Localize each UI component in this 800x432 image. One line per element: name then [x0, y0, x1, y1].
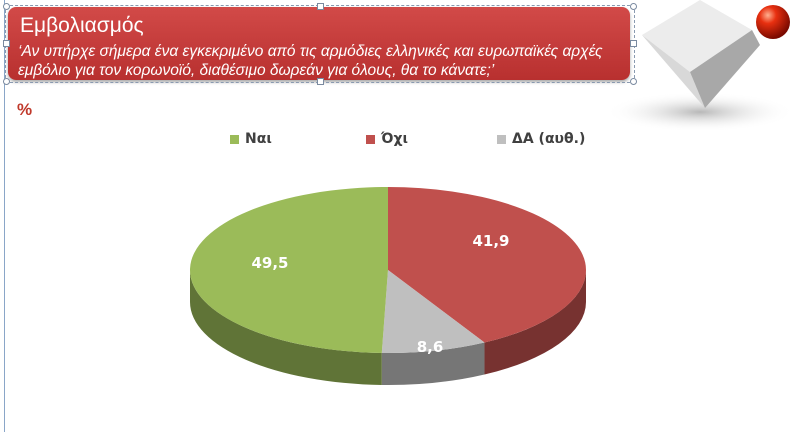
data-label: 8,6 — [417, 338, 444, 356]
legend-swatch — [366, 134, 375, 144]
chart-legend: Ναι Όχι ΔΑ (αυθ.) — [0, 131, 800, 151]
pie-slice-side — [381, 342, 485, 385]
legend-label: ΔΑ (αυθ.) — [512, 131, 586, 147]
legend-item-yes: Ναι — [230, 131, 272, 147]
legend-label: Όχι — [381, 131, 408, 147]
slide-border — [4, 0, 5, 432]
pie-slice-2 — [381, 270, 485, 353]
pie-slice-side — [190, 270, 382, 385]
resize-handle[interactable] — [630, 78, 637, 85]
pie-slice-0 — [189, 187, 388, 353]
resize-handle[interactable] — [3, 3, 10, 10]
legend-swatch — [497, 134, 506, 144]
resize-handle[interactable] — [317, 3, 324, 10]
pie-slice-side — [484, 270, 586, 375]
unit-label: % — [17, 100, 33, 119]
slide-title: Εμβολιασμός — [20, 14, 144, 37]
resize-handle[interactable] — [630, 40, 637, 47]
legend-swatch — [230, 134, 239, 144]
legend-label: Ναι — [245, 131, 272, 147]
pie-slice-1 — [388, 187, 586, 343]
title-box[interactable]: Εμβολιασμός ‘Αν υπήρχε σήμερα ένα εγκεκρ… — [8, 7, 630, 80]
red-sphere-icon — [756, 5, 790, 39]
resize-handle[interactable] — [3, 40, 10, 47]
data-label: 41,9 — [472, 232, 509, 250]
resize-handle[interactable] — [630, 3, 637, 10]
resize-handle[interactable] — [317, 78, 324, 85]
survey-question: ‘Αν υπήρχε σήμερα ένα εγκεκριμένο από τι… — [18, 43, 603, 79]
data-label: 49,5 — [251, 254, 288, 272]
legend-item-no: Όχι — [366, 131, 408, 147]
legend-item-dk: ΔΑ (αυθ.) — [497, 131, 585, 147]
resize-handle[interactable] — [3, 78, 10, 85]
